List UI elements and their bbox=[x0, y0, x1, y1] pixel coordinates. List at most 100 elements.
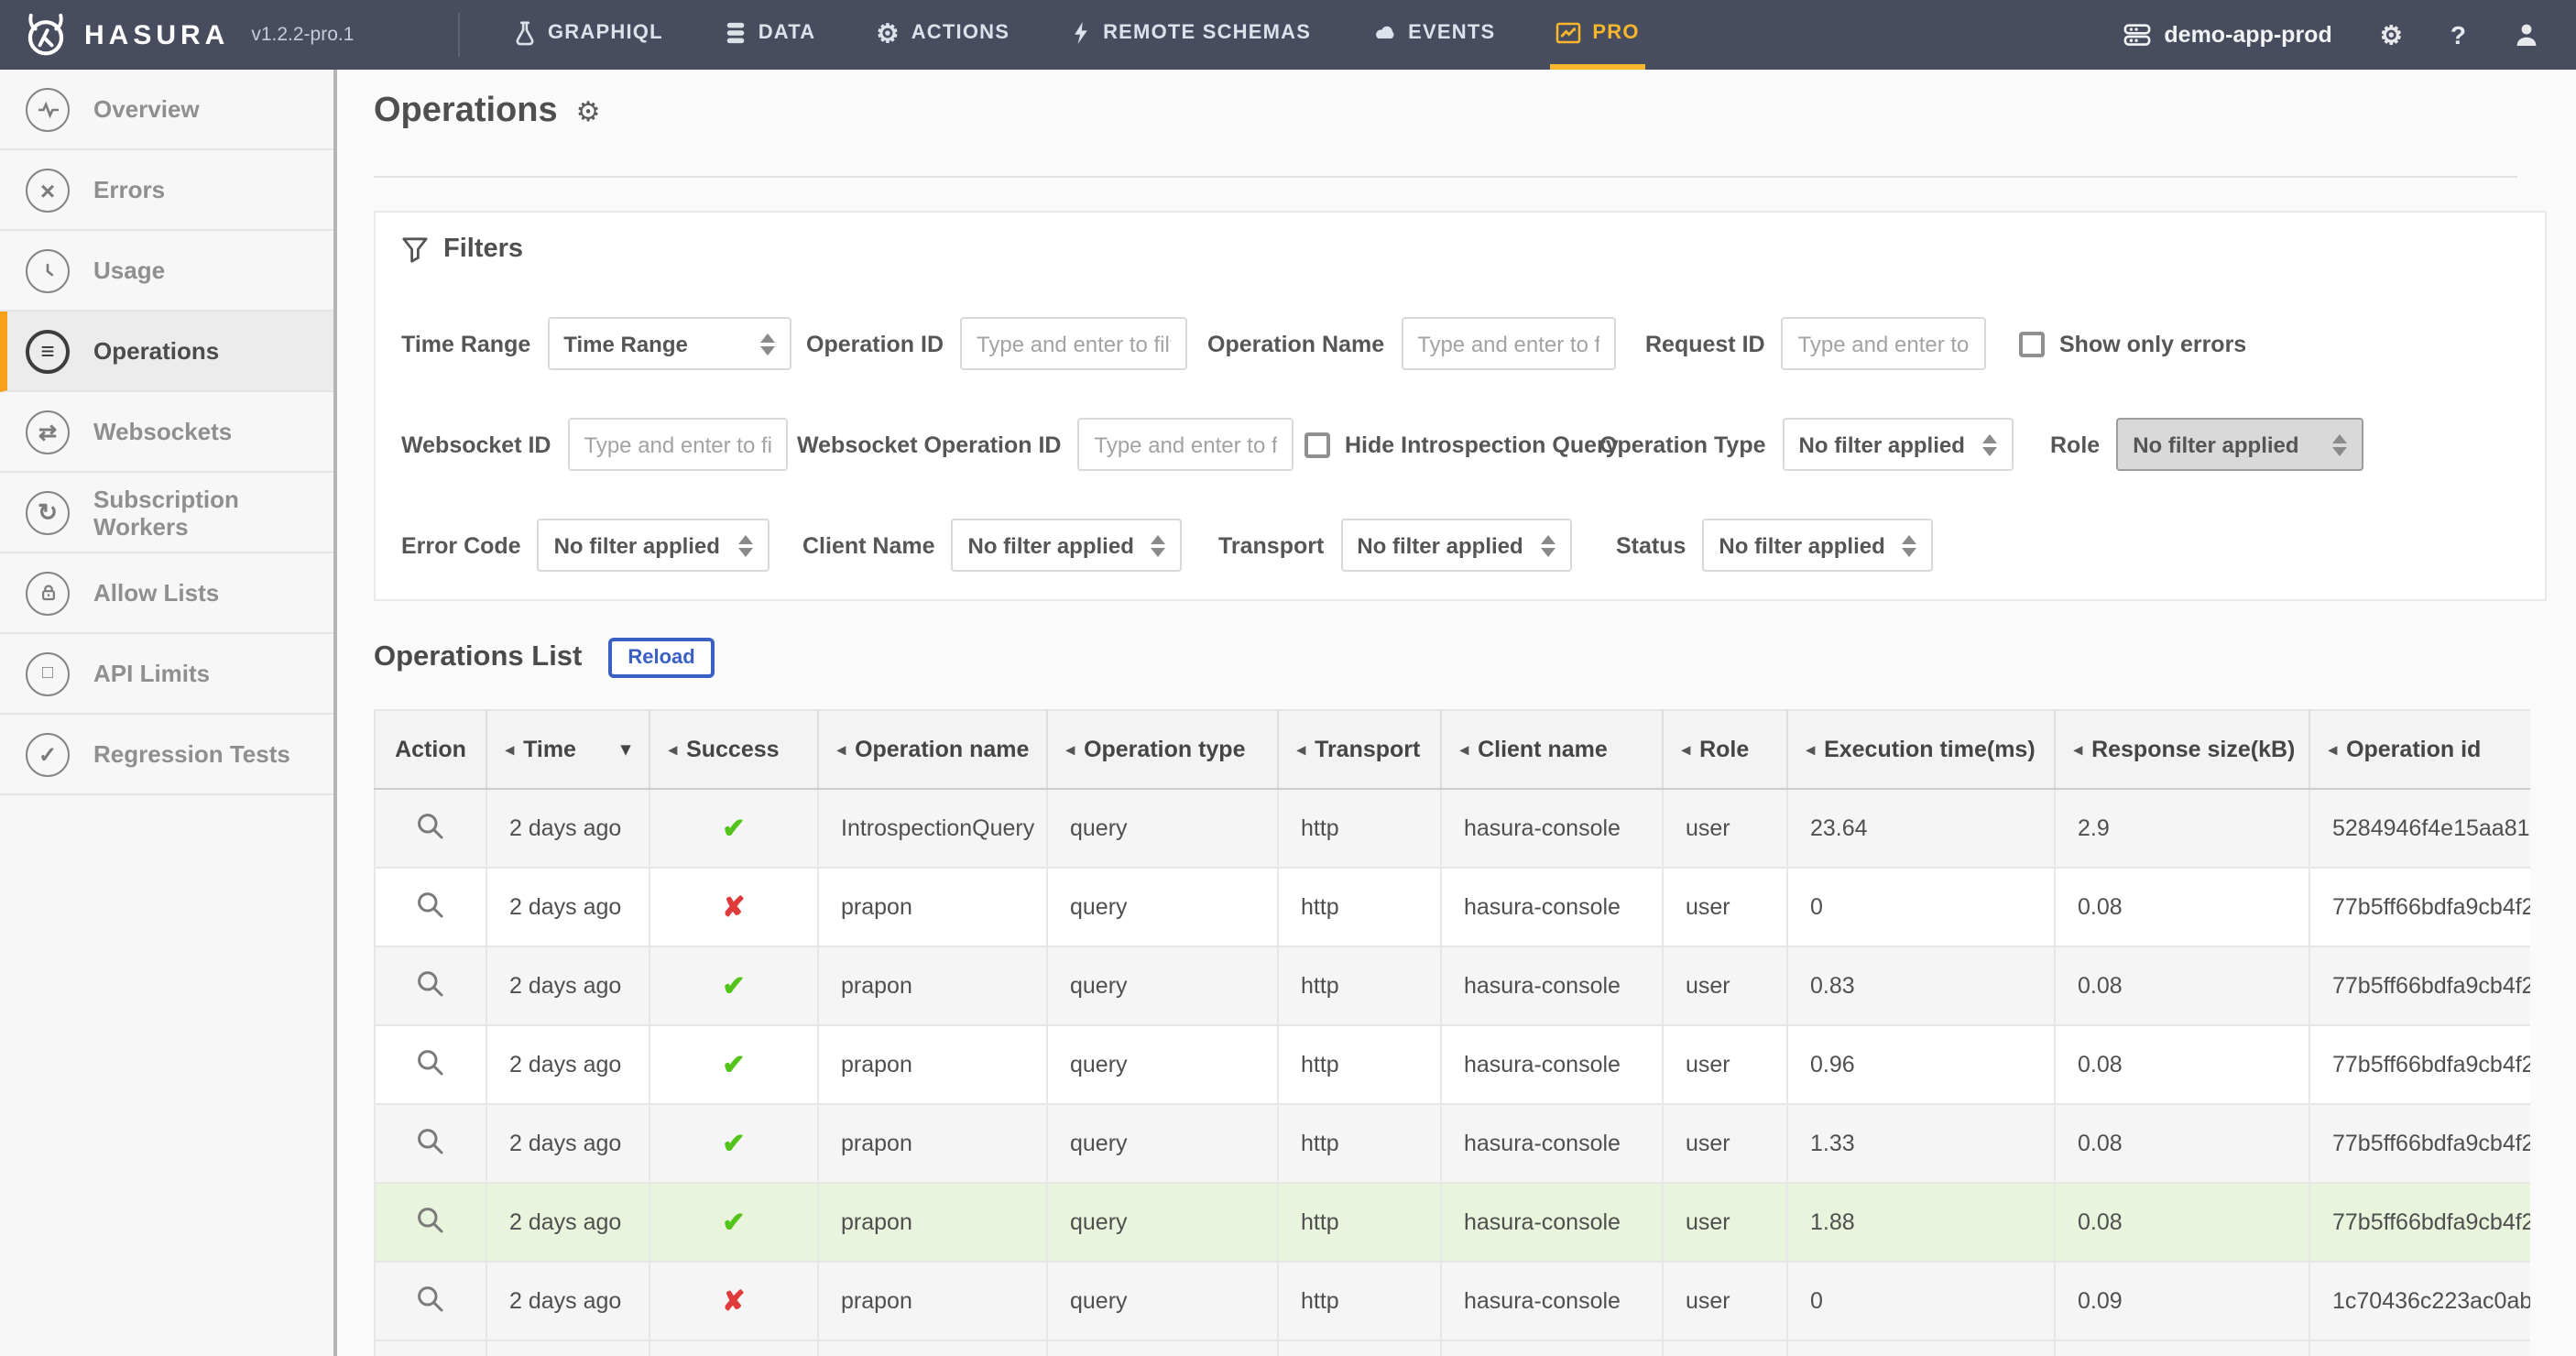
sort-desc-icon[interactable]: ▾ bbox=[620, 739, 630, 760]
nav-pro[interactable]: PRO bbox=[1550, 0, 1645, 70]
magnifier-icon[interactable] bbox=[416, 1205, 445, 1234]
user-icon[interactable] bbox=[2514, 22, 2539, 48]
table-row: 2 days ago ✔ prapon query http hasura-co… bbox=[374, 946, 2530, 1026]
cell-operation-name: prapon bbox=[818, 868, 1048, 947]
main-content: Operations ⚙ Filters Time Range Time Ran… bbox=[337, 70, 2576, 1356]
cell-time: 2 days ago bbox=[486, 946, 650, 1026]
success-icon: ✘ bbox=[722, 892, 746, 924]
client-name-select[interactable]: No filter applied bbox=[951, 519, 1183, 572]
sidebar-item-operations[interactable]: ≡ Operations bbox=[0, 312, 333, 392]
sidebar-item-api-limits[interactable]: □ API Limits bbox=[0, 634, 333, 715]
role-select[interactable]: No filter applied bbox=[2116, 418, 2364, 471]
sort-icon[interactable]: ◂ bbox=[837, 739, 846, 758]
request-id-input[interactable] bbox=[1781, 317, 1987, 370]
transport-select[interactable]: No filter applied bbox=[1340, 519, 1572, 572]
sort-icon[interactable]: ◂ bbox=[2329, 739, 2338, 758]
cell-transport: http bbox=[1278, 1025, 1442, 1105]
filter-error-code: Error Code No filter applied bbox=[401, 519, 770, 572]
magnifier-icon[interactable] bbox=[416, 1126, 445, 1155]
nav-remote-schemas[interactable]: REMOTE SCHEMAS bbox=[1064, 0, 1316, 70]
cell-operation-name: IntrospectionQuery bbox=[818, 789, 1048, 869]
sidebar-item-websockets[interactable]: ⇄ Websockets bbox=[0, 392, 333, 473]
sort-icon[interactable]: ◂ bbox=[1066, 739, 1075, 758]
help-icon[interactable]: ? bbox=[2450, 20, 2466, 49]
magnifier-icon[interactable] bbox=[416, 890, 445, 919]
col-success[interactable]: ◂ Success bbox=[649, 709, 819, 790]
cell-execution-time: 23.64 bbox=[1787, 789, 2056, 869]
success-icon: ✔ bbox=[722, 1050, 746, 1081]
cell-operation-name: prapon bbox=[818, 1262, 1048, 1341]
websocket-id-input[interactable] bbox=[567, 418, 788, 471]
sidebar-item-errors[interactable]: × Errors bbox=[0, 150, 333, 231]
col-execution-time[interactable]: ◂ Execution time(ms) bbox=[1787, 709, 2056, 790]
col-response-size[interactable]: ◂ Response size(kB) bbox=[2055, 709, 2310, 790]
magnifier-icon[interactable] bbox=[416, 1284, 445, 1313]
col-time[interactable]: ◂ Time ▾ bbox=[486, 709, 650, 790]
sort-icon[interactable]: ◂ bbox=[2074, 739, 2083, 758]
col-client-name[interactable]: ◂ Client name bbox=[1441, 709, 1664, 790]
hide-introspection-checkbox[interactable] bbox=[1304, 432, 1330, 457]
filter-hide-introspection: Hide Introspection Query bbox=[1304, 418, 1619, 471]
time-range-select[interactable]: Time Range bbox=[547, 317, 791, 370]
col-role[interactable]: ◂ Role bbox=[1663, 709, 1788, 790]
cell-operation-id: 77b5ff66bdfa9cb4f2f967 bbox=[2309, 868, 2530, 947]
cell-execution-time: 0 bbox=[1787, 1262, 2056, 1341]
page-settings-icon[interactable]: ⚙ bbox=[575, 96, 601, 127]
sort-icon[interactable]: ◂ bbox=[669, 739, 678, 758]
filter-transport: Transport No filter applied bbox=[1218, 519, 1572, 572]
magnifier-icon[interactable] bbox=[416, 968, 445, 998]
sort-icon[interactable]: ◂ bbox=[1806, 739, 1816, 758]
sidebar-item-overview[interactable]: Overview bbox=[0, 70, 333, 150]
cell-operation-id: 77b5ff66bdfa9cb4f2f967 bbox=[2309, 946, 2530, 1026]
project-name: demo-app-prod bbox=[2164, 22, 2332, 48]
magnifier-icon[interactable] bbox=[416, 1047, 445, 1077]
cell-success: ✔ bbox=[649, 1104, 819, 1184]
col-transport[interactable]: ◂ Transport bbox=[1278, 709, 1442, 790]
col-operation-id[interactable]: ◂ Operation id bbox=[2309, 709, 2530, 790]
hasura-logo[interactable]: HASURA v1.2.2-pro.1 bbox=[0, 0, 458, 70]
cell-role: user bbox=[1663, 789, 1788, 869]
cell-time: 2 days ago bbox=[486, 1183, 650, 1263]
nav-events[interactable]: EVENTS bbox=[1366, 0, 1501, 70]
cell-operation-name: prapon bbox=[818, 1104, 1048, 1184]
sort-icon[interactable]: ◂ bbox=[506, 739, 515, 758]
sort-icon[interactable]: ◂ bbox=[1682, 739, 1691, 758]
nav-data[interactable]: DATA bbox=[718, 0, 822, 70]
websocket-operation-id-input[interactable] bbox=[1077, 418, 1294, 471]
operation-name-input[interactable] bbox=[1401, 317, 1616, 370]
show-only-errors-checkbox[interactable] bbox=[2019, 331, 2045, 356]
status-select[interactable]: No filter applied bbox=[1702, 519, 1934, 572]
select-carets-icon bbox=[1525, 534, 1555, 556]
sidebar-item-regression-tests[interactable]: ✓ Regression Tests bbox=[0, 715, 333, 795]
cell-operation-id: 77b5ff66bdfa9cb4f2f967 bbox=[2309, 1104, 2530, 1184]
cell-operation-id: 5284946f4e15aa81bc86 bbox=[2309, 789, 2530, 869]
cell-client-name: hasura-console bbox=[1441, 1025, 1664, 1105]
settings-gear-icon[interactable]: ⚙ bbox=[2379, 20, 2403, 49]
project-selector[interactable]: demo-app-prod bbox=[2123, 22, 2332, 48]
col-operation-name[interactable]: ◂ Operation name bbox=[818, 709, 1048, 790]
nav-graphiql[interactable]: GRAPHIQL bbox=[508, 0, 669, 70]
sidebar-item-usage[interactable]: Usage bbox=[0, 231, 333, 312]
sort-icon[interactable]: ◂ bbox=[1297, 739, 1306, 758]
cell-transport: http bbox=[1278, 789, 1442, 869]
cell-operation-type: query bbox=[1047, 1183, 1279, 1263]
gears-icon: ⚙ bbox=[876, 17, 901, 47]
reload-button[interactable]: Reload bbox=[607, 638, 715, 678]
operation-id-input[interactable] bbox=[960, 317, 1188, 370]
sidebar-item-subscription-workers[interactable]: ↻ Subscription Workers bbox=[0, 473, 333, 553]
operations-table-container: Action ◂ Time ▾ ◂ Success ◂ Operation name ◂… bbox=[374, 709, 2530, 1356]
table-row: 2 days ago ✔ prapon query http hasura-co… bbox=[374, 1104, 2530, 1184]
header-divider bbox=[374, 176, 2517, 178]
sort-icon[interactable]: ◂ bbox=[1460, 739, 1469, 758]
sidebar-item-allow-lists[interactable]: Allow Lists bbox=[0, 553, 333, 634]
select-carets-icon bbox=[1887, 534, 1917, 556]
cell-response-size: 0.08 bbox=[2055, 1183, 2310, 1263]
nav-actions[interactable]: ⚙ ACTIONS bbox=[876, 17, 1010, 47]
filters-panel: Filters Time Range Time Range Operation … bbox=[374, 211, 2547, 601]
filter-operation-name: Operation Name bbox=[1207, 317, 1616, 370]
error-code-select[interactable]: No filter applied bbox=[537, 519, 770, 572]
cell-transport: http bbox=[1278, 1262, 1442, 1341]
operation-type-select[interactable]: No filter applied bbox=[1782, 418, 2014, 471]
magnifier-icon[interactable] bbox=[416, 811, 445, 840]
col-operation-type[interactable]: ◂ Operation type bbox=[1047, 709, 1279, 790]
